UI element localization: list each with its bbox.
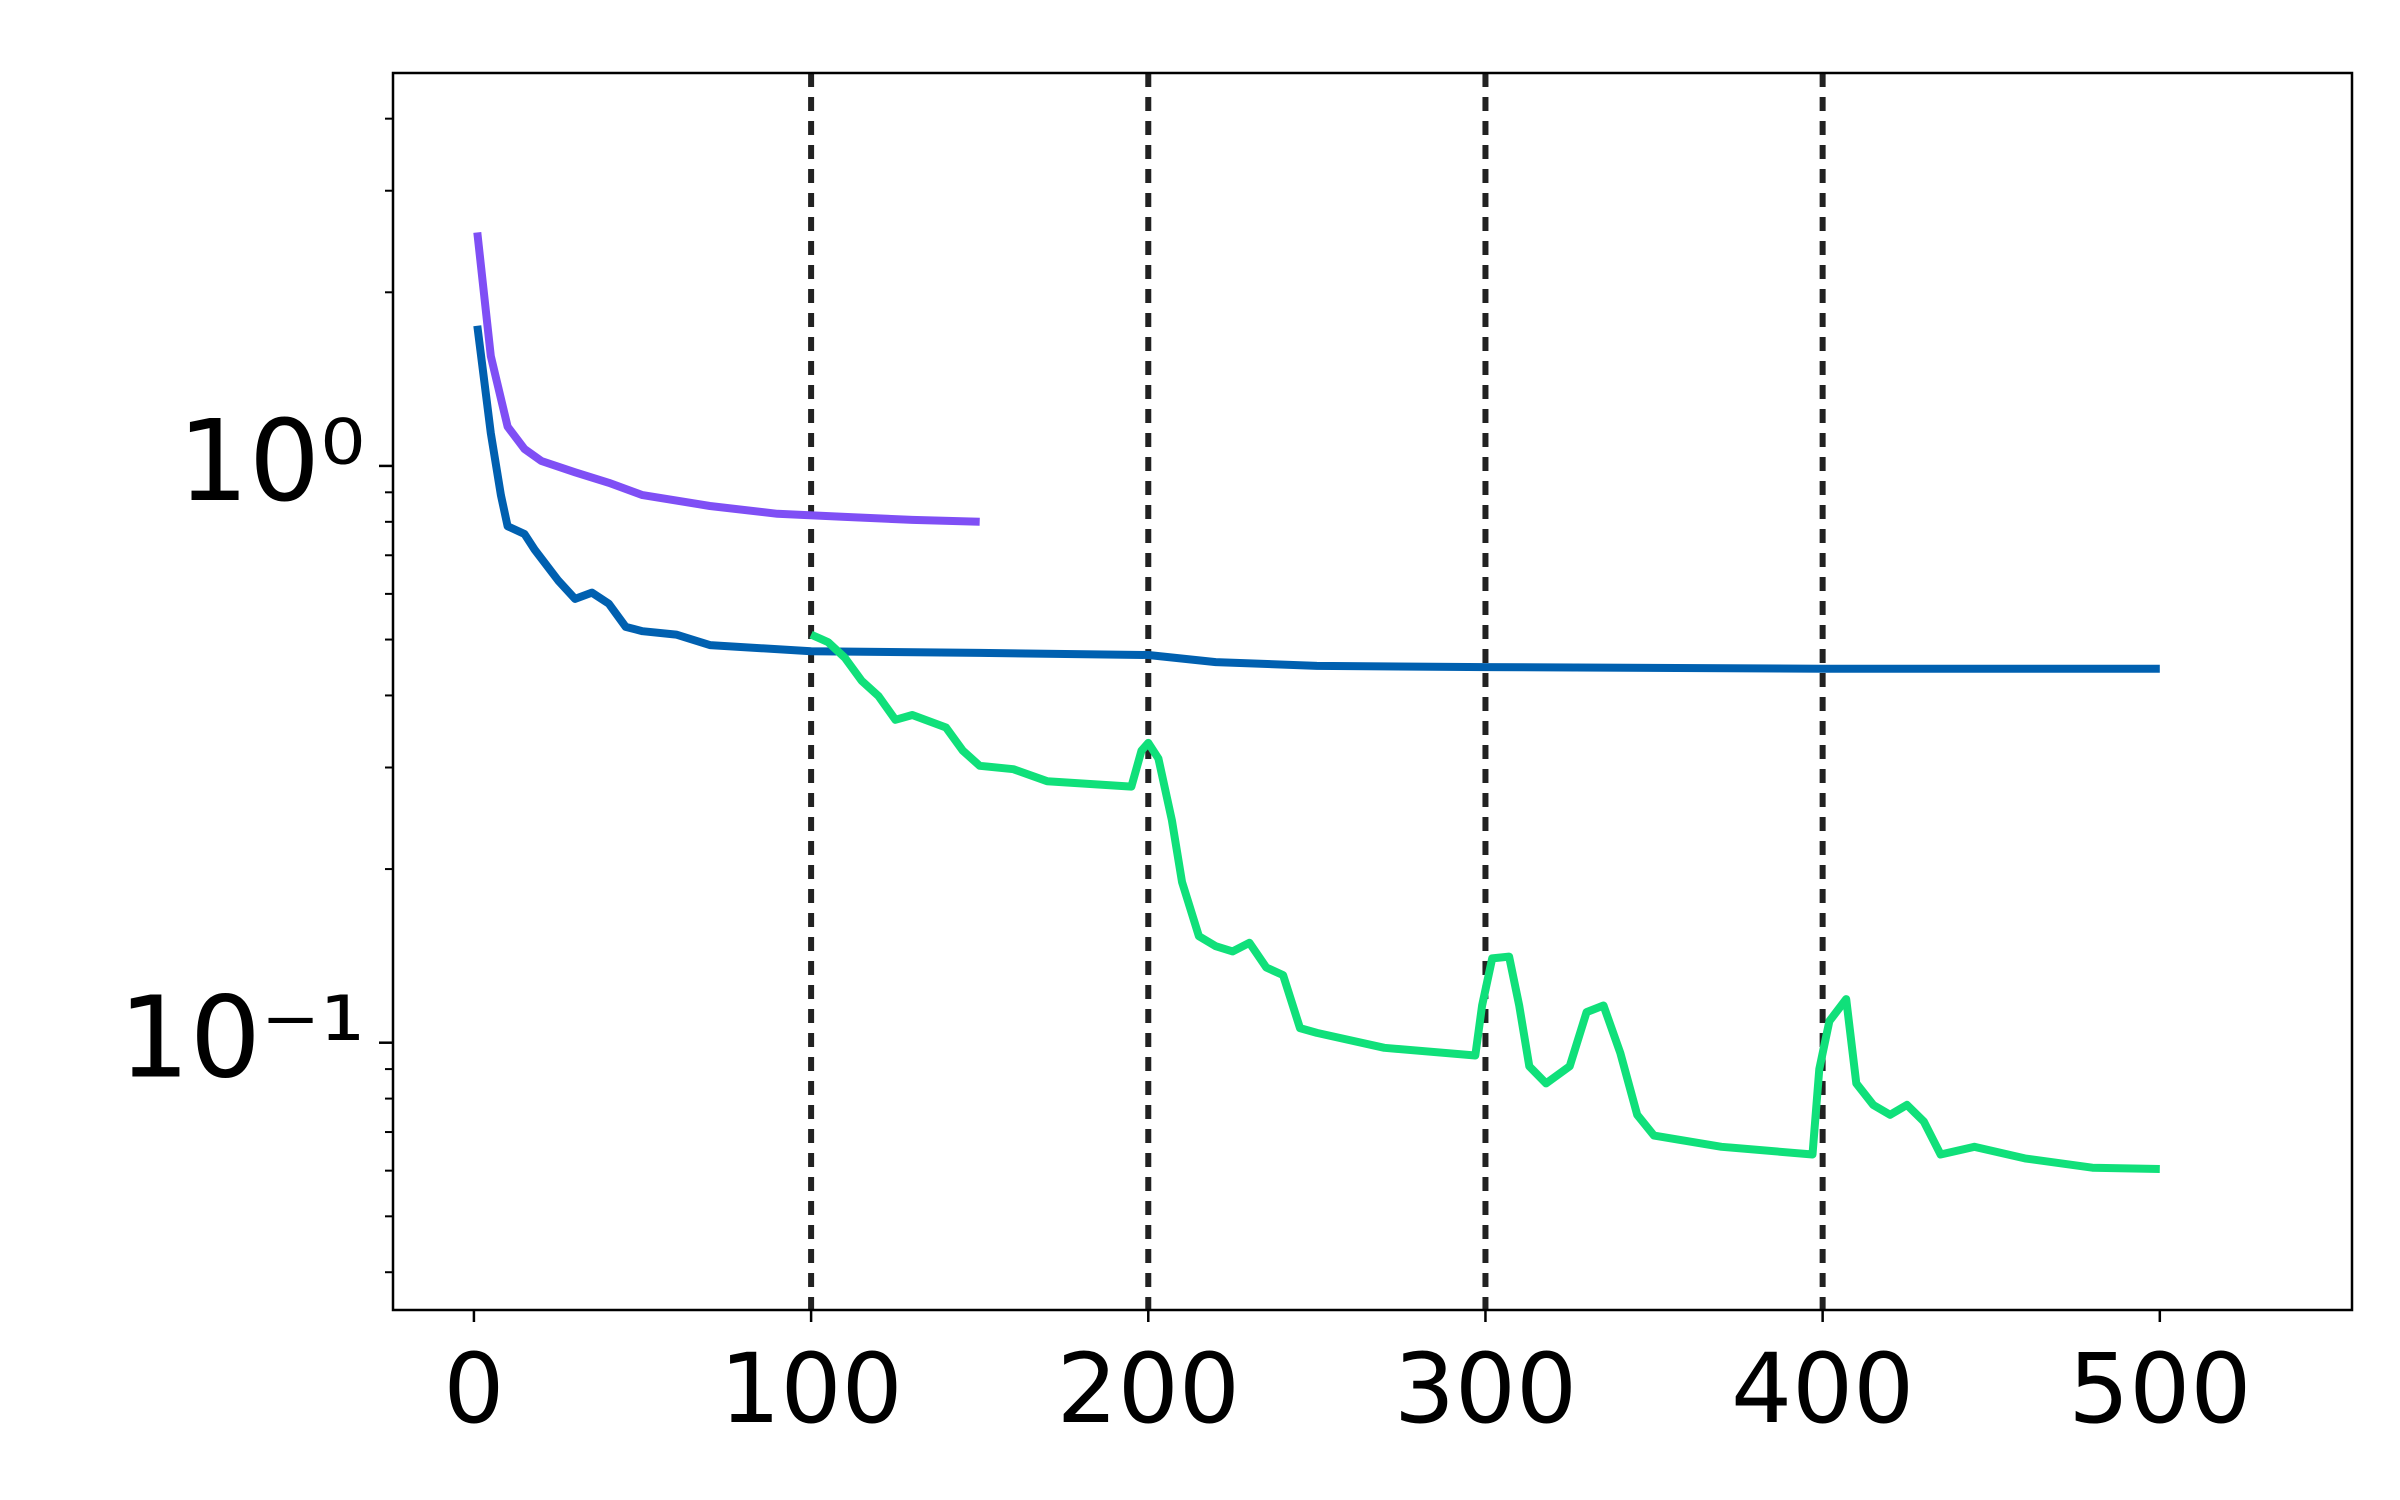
line — [473, 231, 980, 526]
x-tick-label: 300 — [1394, 1333, 1577, 1445]
x-tick-label: 100 — [719, 1333, 902, 1445]
y-tick-label: 10⁰ — [178, 397, 365, 527]
y-tick-label: 10⁻¹ — [118, 974, 365, 1104]
x-tick-label: 400 — [1731, 1333, 1914, 1445]
plot-frame — [391, 71, 2354, 1312]
x-tick-label: 200 — [1057, 1333, 1240, 1445]
x-tick-label: 0 — [443, 1333, 504, 1445]
line — [473, 325, 2160, 673]
x-tick-label: 500 — [2068, 1333, 2251, 1445]
line — [809, 630, 2160, 1173]
